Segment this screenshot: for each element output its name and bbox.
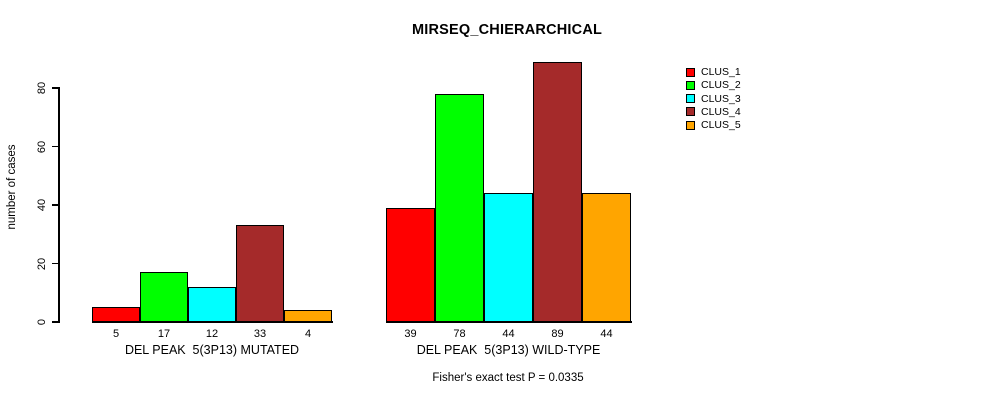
chart-title: MIRSEQ_CHIERARCHICAL	[411, 22, 603, 38]
fisher-test-annotation: Fisher's exact test P = 0.0335	[432, 372, 584, 384]
y-axis-tick	[51, 204, 59, 206]
bar-clus_3-group1	[188, 287, 236, 322]
legend-label: CLUS_3	[701, 92, 741, 105]
bar-value-label: 12	[205, 328, 219, 340]
bar-value-label: 33	[253, 328, 267, 340]
y-axis-tick-label: 60	[36, 140, 48, 153]
legend-label: CLUS_4	[701, 105, 741, 118]
y-axis-tick	[51, 145, 59, 148]
legend-swatch-clus_4	[686, 107, 695, 117]
y-axis-tick-label: 40	[36, 198, 48, 212]
bar-clus_2-group1	[140, 272, 188, 322]
legend-label: CLUS_1	[701, 66, 741, 78]
legend-swatch-clus_5	[686, 120, 695, 130]
bar-value-label: 17	[157, 328, 171, 340]
bar-clus_5-group2	[582, 193, 631, 322]
y-axis-tick-label: 0	[36, 318, 48, 326]
bar-clus_5-group1	[284, 310, 332, 322]
bar-value-label: 39	[404, 328, 417, 340]
legend-swatch-clus_1	[686, 67, 695, 77]
y-axis-line	[58, 87, 60, 323]
y-axis-tick	[51, 321, 59, 323]
legend-label: CLUS_2	[701, 79, 741, 92]
y-axis-tick-label: 80	[36, 81, 48, 95]
y-axis-tick	[51, 262, 59, 265]
y-axis-label: number of cases	[6, 144, 18, 230]
bar-value-label: 5	[112, 328, 120, 340]
bar-value-label: 78	[453, 328, 466, 340]
bar-value-label: 44	[502, 328, 515, 340]
legend-swatch-clus_3	[686, 94, 695, 104]
bar-clus_4-group2	[533, 62, 582, 322]
group-label: DEL PEAK 5(3P13) MUTATED	[124, 343, 300, 357]
legend-label: CLUS_5	[701, 119, 741, 132]
bar-clus_1-group1	[92, 307, 140, 322]
legend-swatch-clus_2	[686, 80, 695, 90]
bar-value-label: 44	[600, 328, 613, 340]
bar-value-label: 4	[304, 328, 312, 340]
bar-clus_4-group1	[236, 225, 284, 322]
y-axis-tick	[51, 87, 59, 89]
bar-clus_3-group2	[484, 193, 533, 322]
y-axis-tick-label: 20	[36, 257, 48, 270]
bar-clus_2-group2	[435, 94, 484, 322]
bar-clus_1-group2	[386, 208, 435, 322]
bar-value-label: 89	[551, 328, 564, 340]
group-label: DEL PEAK 5(3P13) WILD-TYPE	[416, 343, 601, 357]
